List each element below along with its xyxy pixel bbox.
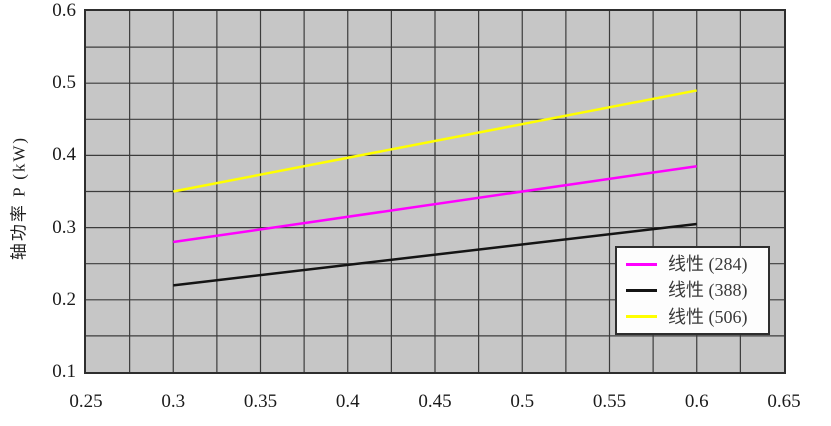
x-tick-label: 0.4 xyxy=(335,391,360,412)
x-tick-label: 0.5 xyxy=(510,391,535,412)
x-tick-label: 0.35 xyxy=(243,391,278,412)
legend: 线性 (284) 线性 (388) 线性 (506) xyxy=(615,246,770,335)
legend-line-swatch xyxy=(626,262,657,266)
legend-label: 线性 (506) xyxy=(668,306,748,327)
x-tick-label: 0.6 xyxy=(684,391,709,412)
x-tick-label: 0.25 xyxy=(69,391,103,412)
legend-item: 线性 (284) xyxy=(617,251,768,277)
plot-area: 线性 (284) 线性 (388) 线性 (506) xyxy=(84,9,786,374)
y-tick-label: 0.2 xyxy=(52,288,76,310)
legend-label: 线性 (388) xyxy=(668,280,748,301)
x-tick-label: 0.55 xyxy=(592,391,627,412)
y-tick-label: 0.1 xyxy=(52,361,76,382)
x-tick-label: 0.3 xyxy=(161,391,186,412)
legend-line-swatch xyxy=(626,315,657,319)
y-tick-label: 0.4 xyxy=(52,144,76,166)
series-line-284 xyxy=(173,164,697,244)
series-line-506 xyxy=(173,89,697,193)
legend-label: 线性 (284) xyxy=(668,254,748,275)
y-axis-title: 轴功率 P (kW) xyxy=(9,135,29,261)
x-tick-label: 0.65 xyxy=(767,391,801,412)
y-tick-label: 0.6 xyxy=(52,0,76,21)
series-line-388 xyxy=(173,222,697,287)
legend-item: 线性 (388) xyxy=(617,277,768,303)
legend-item: 线性 (506) xyxy=(617,304,768,330)
x-tick-label: 0.45 xyxy=(418,391,452,412)
y-tick-label: 0.5 xyxy=(52,72,76,94)
y-tick-label: 0.3 xyxy=(52,216,76,238)
legend-line-swatch xyxy=(626,288,657,292)
